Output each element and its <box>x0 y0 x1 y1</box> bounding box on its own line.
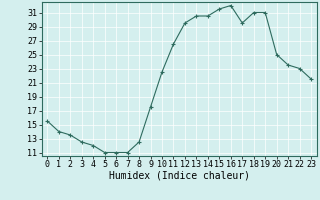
X-axis label: Humidex (Indice chaleur): Humidex (Indice chaleur) <box>109 171 250 181</box>
